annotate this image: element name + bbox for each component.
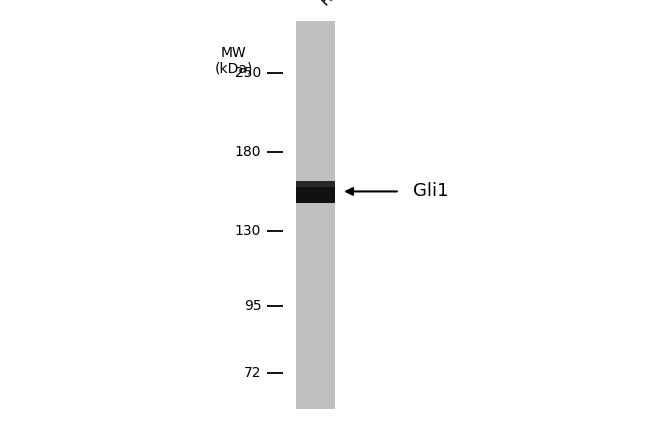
Text: 95: 95 — [244, 299, 261, 314]
Text: RMS-13: RMS-13 — [317, 0, 369, 8]
Text: 180: 180 — [235, 145, 261, 159]
Bar — [296, 181, 335, 203]
Bar — [296, 21, 335, 409]
Text: 72: 72 — [244, 366, 261, 380]
Bar — [296, 181, 335, 187]
Text: 130: 130 — [235, 224, 261, 238]
Text: 250: 250 — [235, 66, 261, 80]
Text: MW
(kDa): MW (kDa) — [214, 46, 254, 76]
Text: Gli1: Gli1 — [413, 182, 448, 200]
